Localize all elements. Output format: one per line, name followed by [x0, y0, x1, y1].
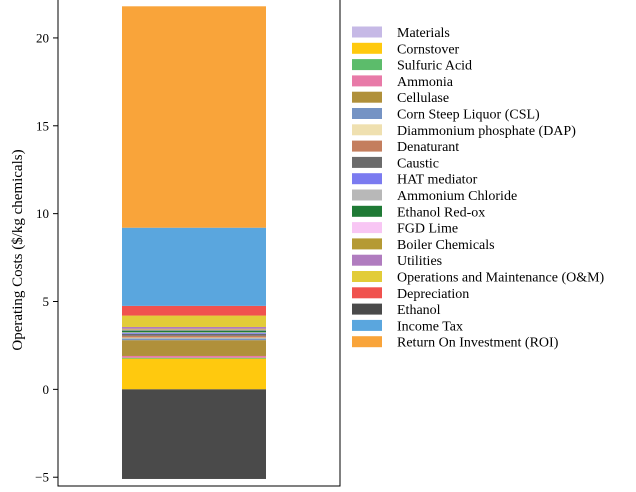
y-tick-label: 15 — [36, 118, 49, 133]
bar-segment-return-on-investment-roi- — [122, 6, 266, 228]
legend-swatch — [352, 303, 382, 315]
bar-segment-cornstover — [122, 358, 266, 390]
legend-label: Income Tax — [397, 319, 463, 334]
legend-swatch — [352, 108, 382, 119]
bar-segment-cellulase — [122, 340, 266, 356]
legend-swatch — [352, 205, 382, 217]
legend-label: Corn Steep Liquor (CSL) — [397, 108, 540, 123]
legend-label: Cellulase — [397, 91, 449, 106]
legend-label: HAT mediator — [397, 173, 478, 188]
bar-segment-boiler-chemicals — [122, 328, 266, 330]
legend-label: Utilities — [397, 254, 442, 269]
stacked-bar — [122, 6, 266, 479]
legend-swatch — [352, 124, 382, 136]
legend-swatch — [352, 189, 382, 201]
bar-segment-ammonium-chloride — [122, 332, 266, 334]
bar-segment-ethanol — [122, 389, 266, 479]
legend-swatch — [352, 319, 382, 331]
legend-swatch — [352, 156, 382, 168]
legend-label: Boiler Chemicals — [397, 238, 495, 253]
y-tick-label: 20 — [36, 30, 49, 45]
legend-swatch — [352, 336, 382, 348]
y-tick-label: 10 — [36, 206, 49, 221]
legend-swatch — [352, 287, 382, 299]
bar-segment-hat-mediator — [122, 333, 266, 335]
legend-label: Ethanol Red-ox — [397, 205, 485, 220]
legend-label: Depreciation — [397, 287, 469, 302]
y-tick-label: −5 — [35, 470, 49, 485]
bar-segment-ammonia — [122, 355, 266, 358]
bar-segment-denaturant — [122, 335, 266, 338]
legend-label: Sulfuric Acid — [397, 59, 472, 74]
legend-swatch — [352, 222, 382, 234]
legend-label: Cornstover — [397, 42, 460, 57]
y-tick-label: 0 — [43, 382, 50, 397]
legend-label: FGD Lime — [397, 222, 458, 237]
legend-label: Ammonium Chloride — [397, 189, 517, 204]
bar-segment-ethanol-red-ox — [122, 330, 266, 333]
bar-segment-income-tax — [122, 227, 266, 306]
bar-segment-fgd-lime — [122, 329, 266, 331]
bar-segment-caustic — [122, 334, 266, 336]
legend-swatch — [352, 75, 382, 87]
legend-swatch — [352, 26, 382, 38]
legend-label: Operations and Maintenance (O&M) — [397, 271, 605, 286]
bar-segment-corn-steep-liquor-csl- — [122, 338, 266, 341]
legend-label: Denaturant — [397, 140, 459, 155]
legend-swatch — [352, 91, 382, 103]
bar-segment-diammonium-phosphate-dap- — [122, 337, 266, 339]
bar-segment-utilities — [122, 326, 266, 329]
legend-label: Caustic — [397, 156, 439, 171]
y-tick-label: 5 — [43, 294, 50, 309]
legend-label: Materials — [397, 26, 450, 41]
legend-label: Ammonia — [397, 75, 454, 90]
bar-segment-sulfuric-acid — [122, 357, 266, 359]
bar-segment-depreciation — [122, 305, 266, 316]
plot-area-frame — [57, 0, 341, 487]
bar-segment-operations-and-maintenance-o-m- — [122, 315, 266, 327]
legend-swatch — [352, 42, 382, 54]
y-axis-ticks: −5 0 5 10 15 20 — [35, 30, 58, 485]
y-axis-label: Operating Costs ($/kg chemicals) — [10, 149, 26, 350]
legend-label: Diammonium phosphate (DAP) — [397, 124, 576, 139]
legend-swatch — [352, 238, 382, 250]
legend-swatch — [352, 254, 382, 266]
legend-swatch — [352, 59, 382, 71]
legend-swatch — [352, 140, 382, 152]
legend-swatch — [352, 173, 382, 185]
legend-label: Ethanol — [397, 303, 441, 318]
legend-swatch — [352, 271, 382, 282]
legend-label: Return On Investment (ROI) — [397, 336, 559, 351]
